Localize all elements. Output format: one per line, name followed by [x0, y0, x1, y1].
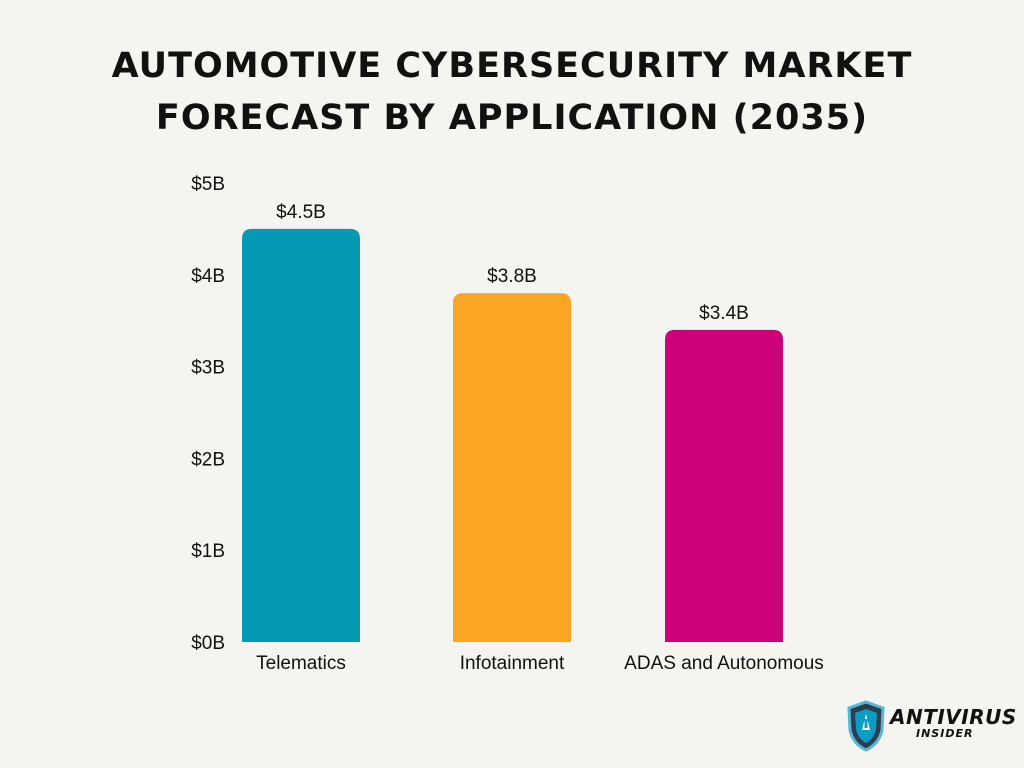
- y-tick-label: $1B: [191, 541, 225, 562]
- y-axis: $0B $1B $2B $3B $4B $5B: [191, 174, 225, 654]
- chart-title-line-2: FORECAST BY APPLICATION (2035): [155, 98, 869, 138]
- y-tick-label: $3B: [191, 358, 225, 379]
- y-tick-label: $5B: [191, 174, 225, 195]
- data-label: $3.4B: [699, 303, 749, 324]
- logo-text-line-1: ANTIVIRUS: [890, 705, 1017, 729]
- shield-logo-icon: [847, 700, 885, 752]
- chart-title: AUTOMOTIVE CYBERSECURITY MARKET FORECAST…: [0, 40, 1024, 144]
- bar-chart: $0B $1B $2B $3B $4B $5B $4.5B $3.8B $3.4B Telem…: [191, 174, 824, 674]
- y-tick-label: $0B: [191, 633, 225, 654]
- data-label: $4.5B: [276, 202, 326, 223]
- bar-telematics: [242, 228, 360, 642]
- bar-adas-and-autonomous: [665, 329, 783, 642]
- x-tick-label: Telematics: [256, 653, 346, 674]
- x-tick-label: ADAS and Autonomous: [624, 653, 824, 674]
- data-labels: $4.5B $3.8B $3.4B: [276, 202, 749, 324]
- y-tick-label: $2B: [191, 449, 225, 470]
- bar-infotainment: [453, 293, 571, 642]
- logo-text-line-2: INSIDER: [916, 727, 974, 740]
- x-tick-label: Infotainment: [460, 653, 565, 674]
- y-tick-label: $4B: [191, 266, 225, 287]
- data-label: $3.8B: [487, 266, 537, 287]
- bars: [242, 228, 783, 642]
- brand-logo: ANTIVIRUS INSIDER: [846, 700, 1016, 756]
- x-axis: Telematics Infotainment ADAS and Autonomou…: [256, 653, 824, 674]
- chart-title-line-1: AUTOMOTIVE CYBERSECURITY MARKET: [111, 46, 913, 86]
